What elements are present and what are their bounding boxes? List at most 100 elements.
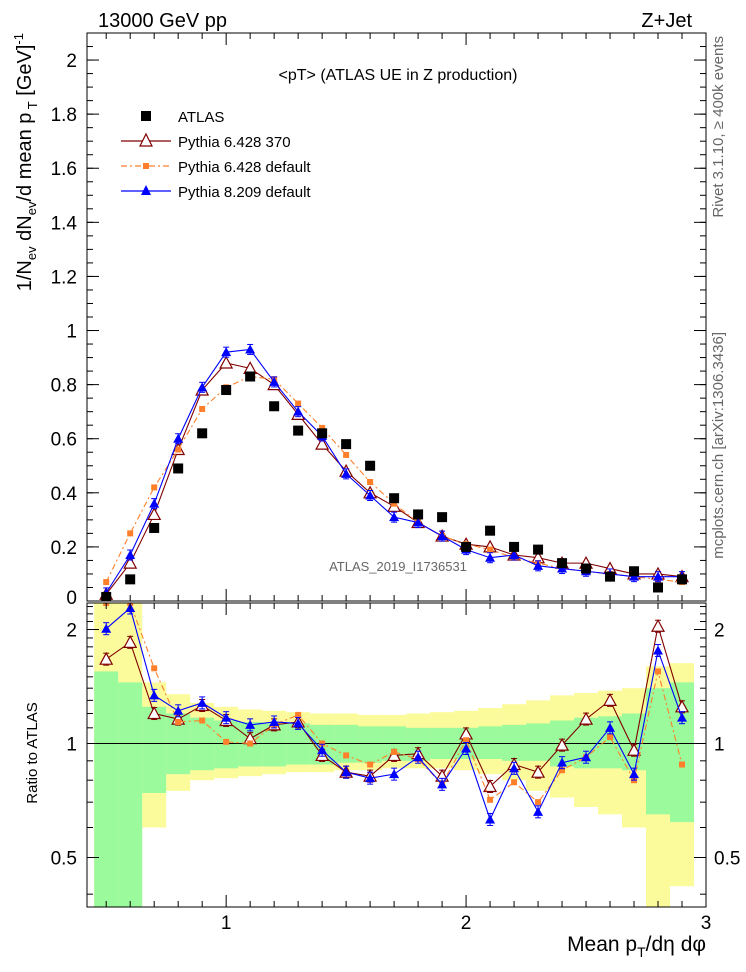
series-p6-default-point: [127, 530, 134, 537]
series-atlas-point: [485, 525, 496, 536]
series-atlas-point: [293, 425, 304, 436]
series-atlas-point: [125, 574, 136, 585]
legend-p6-default-label: Pythia 6.428 default: [178, 159, 311, 176]
top-y-axis-title: 1/Nev dNev/d mean p T [GeV]-1: [11, 33, 40, 291]
ratio-p6-default-point: [175, 718, 182, 725]
ratio-p6-default-point: [247, 740, 254, 747]
legend-p6-default-marker: [143, 163, 149, 169]
ratio-p6-370-point: [147, 706, 162, 720]
ratio-p8-point: [509, 763, 520, 773]
ratio-p8-point: [437, 779, 448, 789]
series-p6-default-point: [391, 500, 398, 507]
series-p8-point: [245, 344, 256, 354]
ratio-p8-point: [605, 722, 616, 732]
series-atlas-point: [533, 544, 544, 555]
uncertainty-band-green: [478, 726, 503, 760]
top-y-tick-label: 0.8: [51, 376, 77, 397]
ratio-y-tick-label-right: 0.5: [714, 848, 740, 869]
ratio-p6-370-point: [483, 779, 498, 793]
series-p8-point: [173, 433, 184, 443]
x-tick-label: 2: [461, 913, 472, 934]
legend-p8-label: Pythia 8.209 default: [178, 184, 311, 201]
top-y-tick-label: 2: [66, 51, 77, 72]
uncertainty-band-green: [574, 717, 599, 769]
analysis-watermark: ATLAS_2019_I1736531: [329, 559, 467, 574]
series-atlas-point: [197, 428, 208, 439]
legend-p6-370-marker: [139, 132, 153, 147]
header-channel: Z+Jet: [641, 10, 692, 32]
legend-p8-marker: [141, 185, 151, 195]
top-y-tick-label: 0.4: [51, 484, 78, 505]
ratio-p6-370-point: [531, 764, 546, 778]
series-p6-default-point: [343, 451, 350, 458]
ratio-p8-point: [293, 718, 304, 728]
x-axis-title: Mean pT/dη dφ: [567, 933, 706, 960]
ratio-p8-point: [245, 719, 256, 729]
series-p8-point: [293, 406, 304, 416]
ratio-y-tick-label-right: 1: [714, 735, 725, 756]
series-atlas-point: [557, 558, 568, 569]
ratio-p8-point: [365, 773, 376, 783]
ratio-y-tick-label: 0.5: [51, 848, 77, 869]
ratio-p6-default-point: [487, 796, 494, 803]
ratio-p6-default-point: [151, 665, 158, 672]
ratio-p6-default-point: [391, 748, 398, 755]
series-atlas-point: [605, 571, 616, 582]
series-p6-370-point: [219, 355, 234, 369]
series-atlas-point: [581, 563, 592, 574]
top-y-tick-label: 1.6: [51, 159, 77, 180]
series-atlas-point: [269, 401, 280, 412]
plot-layer: 0.2 0.4 0.6 0.8 1 1.2 1.4 1.6 1.8 2 0 1 2 3 0.5 0.5 1 1 2 2: [51, 32, 740, 934]
series-p6-default-point: [367, 478, 374, 485]
x-tick-label: 3: [701, 913, 712, 934]
ratio-p6-default-point: [607, 734, 614, 741]
uncertainty-band-green: [94, 671, 119, 907]
ratio-p8-point: [557, 757, 568, 767]
ratio-p8-point: [485, 814, 496, 824]
ratio-p8-point: [173, 705, 184, 715]
legend: ATLAS Pythia 6.428 370 Pythia 6.428 defa…: [121, 109, 311, 201]
ratio-p8-point: [221, 712, 232, 722]
ratio-p6-370-point: [123, 635, 138, 648]
ratio-panel-frame: [86, 602, 707, 908]
ratio-y-tick-label: 2: [66, 621, 77, 642]
ratio-p8-point: [581, 752, 592, 762]
ratio-p8-point: [653, 645, 664, 655]
series-atlas-point: [509, 541, 520, 552]
series-p8-point: [389, 512, 400, 522]
ratio-p6-default-point: [463, 737, 470, 744]
series-atlas-point: [437, 512, 448, 523]
series-p8-point: [221, 347, 232, 357]
ratio-p8-point: [533, 806, 544, 816]
ratio-p6-370-point: [651, 619, 666, 632]
series-atlas-point: [677, 574, 688, 585]
ratio-p8-point: [629, 769, 640, 779]
uncertainty-band-green: [598, 716, 623, 769]
ratio-p8-point: [341, 767, 352, 777]
ratio-p8-point: [413, 752, 424, 762]
series-p6-370-point: [123, 555, 138, 569]
top-panel-content: [99, 343, 690, 601]
series-p6-default-point: [103, 579, 110, 586]
series-p6-default-point: [319, 424, 326, 431]
ratio-p6-default-point: [679, 761, 686, 768]
series-p8-line: [105, 348, 683, 594]
series-p8-point: [413, 517, 424, 527]
ratio-p6-370-point: [555, 737, 570, 751]
uncertainty-band-green: [142, 706, 167, 794]
uncertainty-band-green: [526, 723, 551, 761]
ratio-p6-default-point: [655, 668, 662, 675]
ratio-panel-content: [87, 603, 706, 907]
ratio-p8-point: [149, 690, 160, 700]
top-y-tick-label: 1.8: [51, 105, 77, 126]
ratio-p8-point: [389, 769, 400, 779]
ratio-p8-point: [317, 745, 328, 755]
top-y-tick-label: 1.4: [51, 213, 78, 234]
ratio-p6-default-point: [199, 717, 206, 724]
top-y-tick-label: 1.2: [51, 267, 77, 288]
series-p8-point: [341, 468, 352, 478]
header-process: 13000 GeV pp: [98, 10, 227, 32]
series-p6-default-point: [199, 405, 206, 412]
series-atlas-point: [245, 371, 256, 382]
